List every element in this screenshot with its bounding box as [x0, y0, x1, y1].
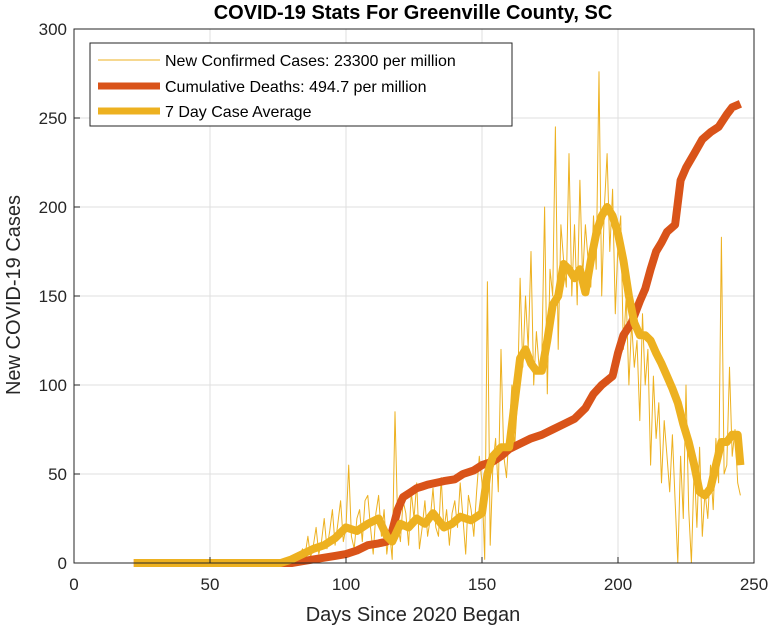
- chart-title: COVID-19 Stats For Greenville County, SC: [214, 2, 613, 24]
- x-tick-label: 50: [201, 575, 220, 594]
- x-tick-label: 0: [69, 575, 78, 594]
- plot-area: [133, 71, 745, 567]
- legend-box: [89, 42, 513, 127]
- x-tick-label: 200: [604, 575, 632, 594]
- series-new-cases-line: [133, 71, 741, 564]
- x-tick-label: 150: [468, 575, 496, 594]
- x-axis-label: Days Since 2020 Began: [306, 604, 521, 626]
- y-tick-label: 300: [39, 20, 67, 39]
- y-tick-label: 250: [39, 109, 67, 128]
- y-tick-label: 150: [39, 287, 67, 306]
- y-tick-label: 200: [39, 198, 67, 217]
- legend-label-new-cases: New Confirmed Cases: 23300 per million: [165, 53, 456, 70]
- series-cumulative-deaths-line: [133, 100, 742, 567]
- x-axis-ticks: 0 50 100 150 200 250: [69, 557, 768, 594]
- legend-label-7-day-average: 7 Day Case Average: [165, 104, 312, 121]
- y-axis-label: New COVID-19 Cases: [3, 195, 25, 395]
- legend-label-deaths: Cumulative Deaths: 494.7 per million: [165, 79, 426, 96]
- y-tick-label: 0: [58, 554, 67, 573]
- x-tick-label: 100: [332, 575, 360, 594]
- y-tick-label: 100: [39, 376, 67, 395]
- legend: New Confirmed Cases: 23300 per million C…: [89, 42, 513, 127]
- y-tick-label: 50: [48, 465, 67, 484]
- series-7-day-average-line: [133, 203, 745, 567]
- x-tick-label: 250: [740, 575, 768, 594]
- y-axis-ticks: 0 50 100 150 200 250 300: [39, 20, 80, 573]
